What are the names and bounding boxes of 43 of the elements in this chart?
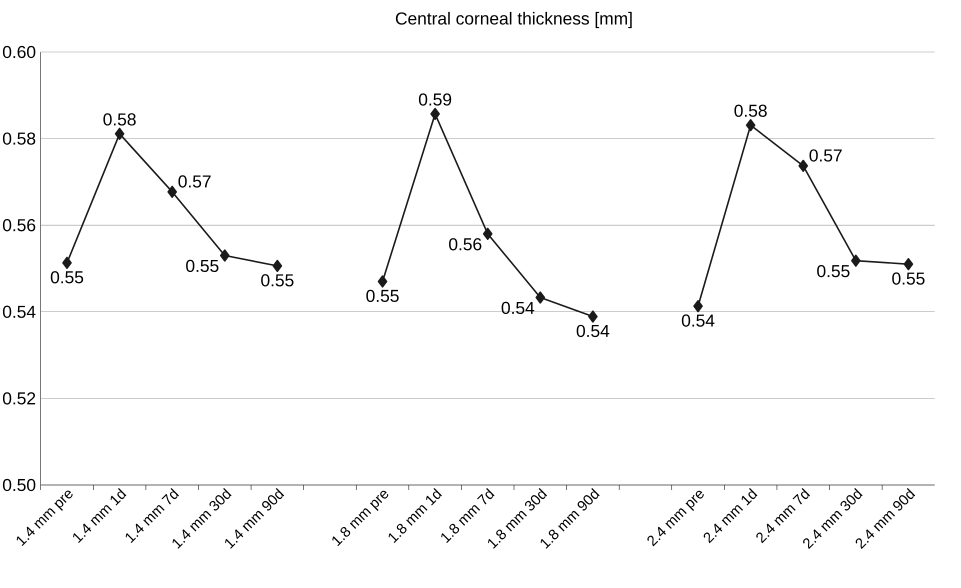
data-label: 0.55 [50,271,84,284]
data-label: 0.55 [366,290,399,302]
point [588,310,598,323]
point [851,254,861,267]
data-label: 0.57 [178,175,211,188]
point [798,160,808,172]
y-tick-label: 0.54 [2,306,36,318]
x-tick-label: 1.8 mm pre [332,490,388,546]
point [378,275,388,288]
point [482,228,493,240]
data-label: 0.55 [892,272,925,285]
point [693,300,703,312]
point [430,108,440,120]
point [272,260,282,272]
x-tick-label: 2.4 mm pre [647,490,704,546]
data-label: 0.54 [682,314,714,327]
data-label: 0.58 [734,104,767,117]
data-label: 0.55 [186,260,218,272]
data-label: 0.54 [502,302,534,314]
y-tick-label: 0.56 [2,219,36,232]
point [746,119,756,132]
y-tick-label: 0.60 [2,46,36,58]
point [114,128,124,140]
data-label: 0.55 [817,264,850,278]
y-tick-label: 0.58 [2,132,36,145]
point [535,291,546,304]
point [62,256,72,269]
data-label: 0.59 [418,93,452,106]
data-label: 0.57 [810,149,842,162]
data-label: 0.54 [576,324,610,338]
data-label: 0.58 [103,113,136,126]
chart-title: Central corneal thickness [mm] [396,12,632,28]
point [904,258,914,270]
point [220,249,230,262]
x-tick-label: 1.4 mm pre [16,490,73,546]
y-tick-label: 0.52 [2,392,36,405]
x-tick-label: 2.4 mm 1d [704,488,758,544]
data-label: 0.55 [261,274,294,286]
x-tick-label: 1.8 mm 1d [388,488,442,543]
y-tick-label: 0.50 [2,478,36,492]
point [167,186,177,198]
data-label: 0.56 [449,238,482,250]
x-tick-label: 1.4 mm 1d [73,488,126,543]
